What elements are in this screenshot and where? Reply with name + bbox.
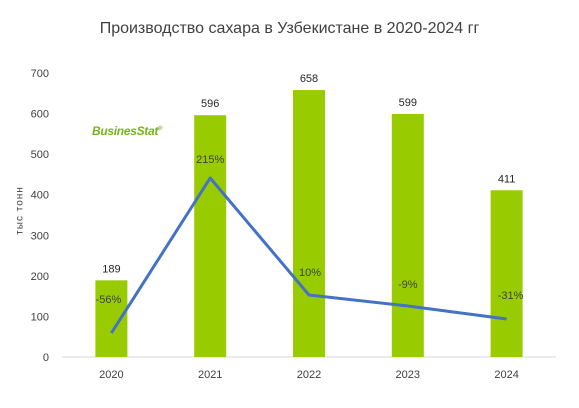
bar-2022: [293, 90, 325, 357]
x-tick-label: 2024: [494, 369, 518, 381]
y-tick-label: 0: [43, 352, 49, 364]
x-tick-label: 2021: [198, 369, 222, 381]
x-tick-label: 2022: [297, 369, 321, 381]
bar-2021: [194, 115, 227, 358]
growth-line: [110, 176, 507, 334]
y-tick-label: 300: [31, 230, 49, 242]
bar-value-label: 411: [498, 173, 516, 185]
chart-title: Производство сахара в Узбекистане в 2020…: [99, 20, 480, 37]
bar-value-label: 189: [102, 263, 120, 275]
y-tick-label: 500: [31, 149, 49, 161]
y-tick-label: 600: [31, 109, 49, 121]
y-tick-label: 200: [31, 271, 49, 283]
logo-text: BusinesStat: [92, 124, 159, 138]
x-tick-label: 2020: [99, 369, 123, 381]
growth-label: 10%: [299, 267, 321, 279]
y-tick-label: 100: [31, 311, 49, 323]
growth-label: -31%: [498, 290, 524, 302]
bar-value-label: 599: [399, 97, 417, 109]
y-tick-label: 700: [31, 68, 49, 80]
x-tick-label: 2023: [396, 369, 420, 381]
bar-2020: [95, 280, 128, 357]
bar-value-label: 658: [300, 73, 318, 85]
growth-label: -56%: [96, 294, 122, 306]
bar-2023: [391, 113, 424, 357]
y-tick-label: 400: [31, 190, 49, 202]
logo-registered-mark: ®: [158, 126, 163, 132]
bar-value-label: 596: [201, 98, 219, 110]
growth-label: 215%: [196, 154, 224, 166]
growth-label: -9%: [398, 279, 418, 291]
businesstat-logo: BusinesStat®: [92, 124, 162, 138]
bar-2024: [490, 190, 523, 357]
